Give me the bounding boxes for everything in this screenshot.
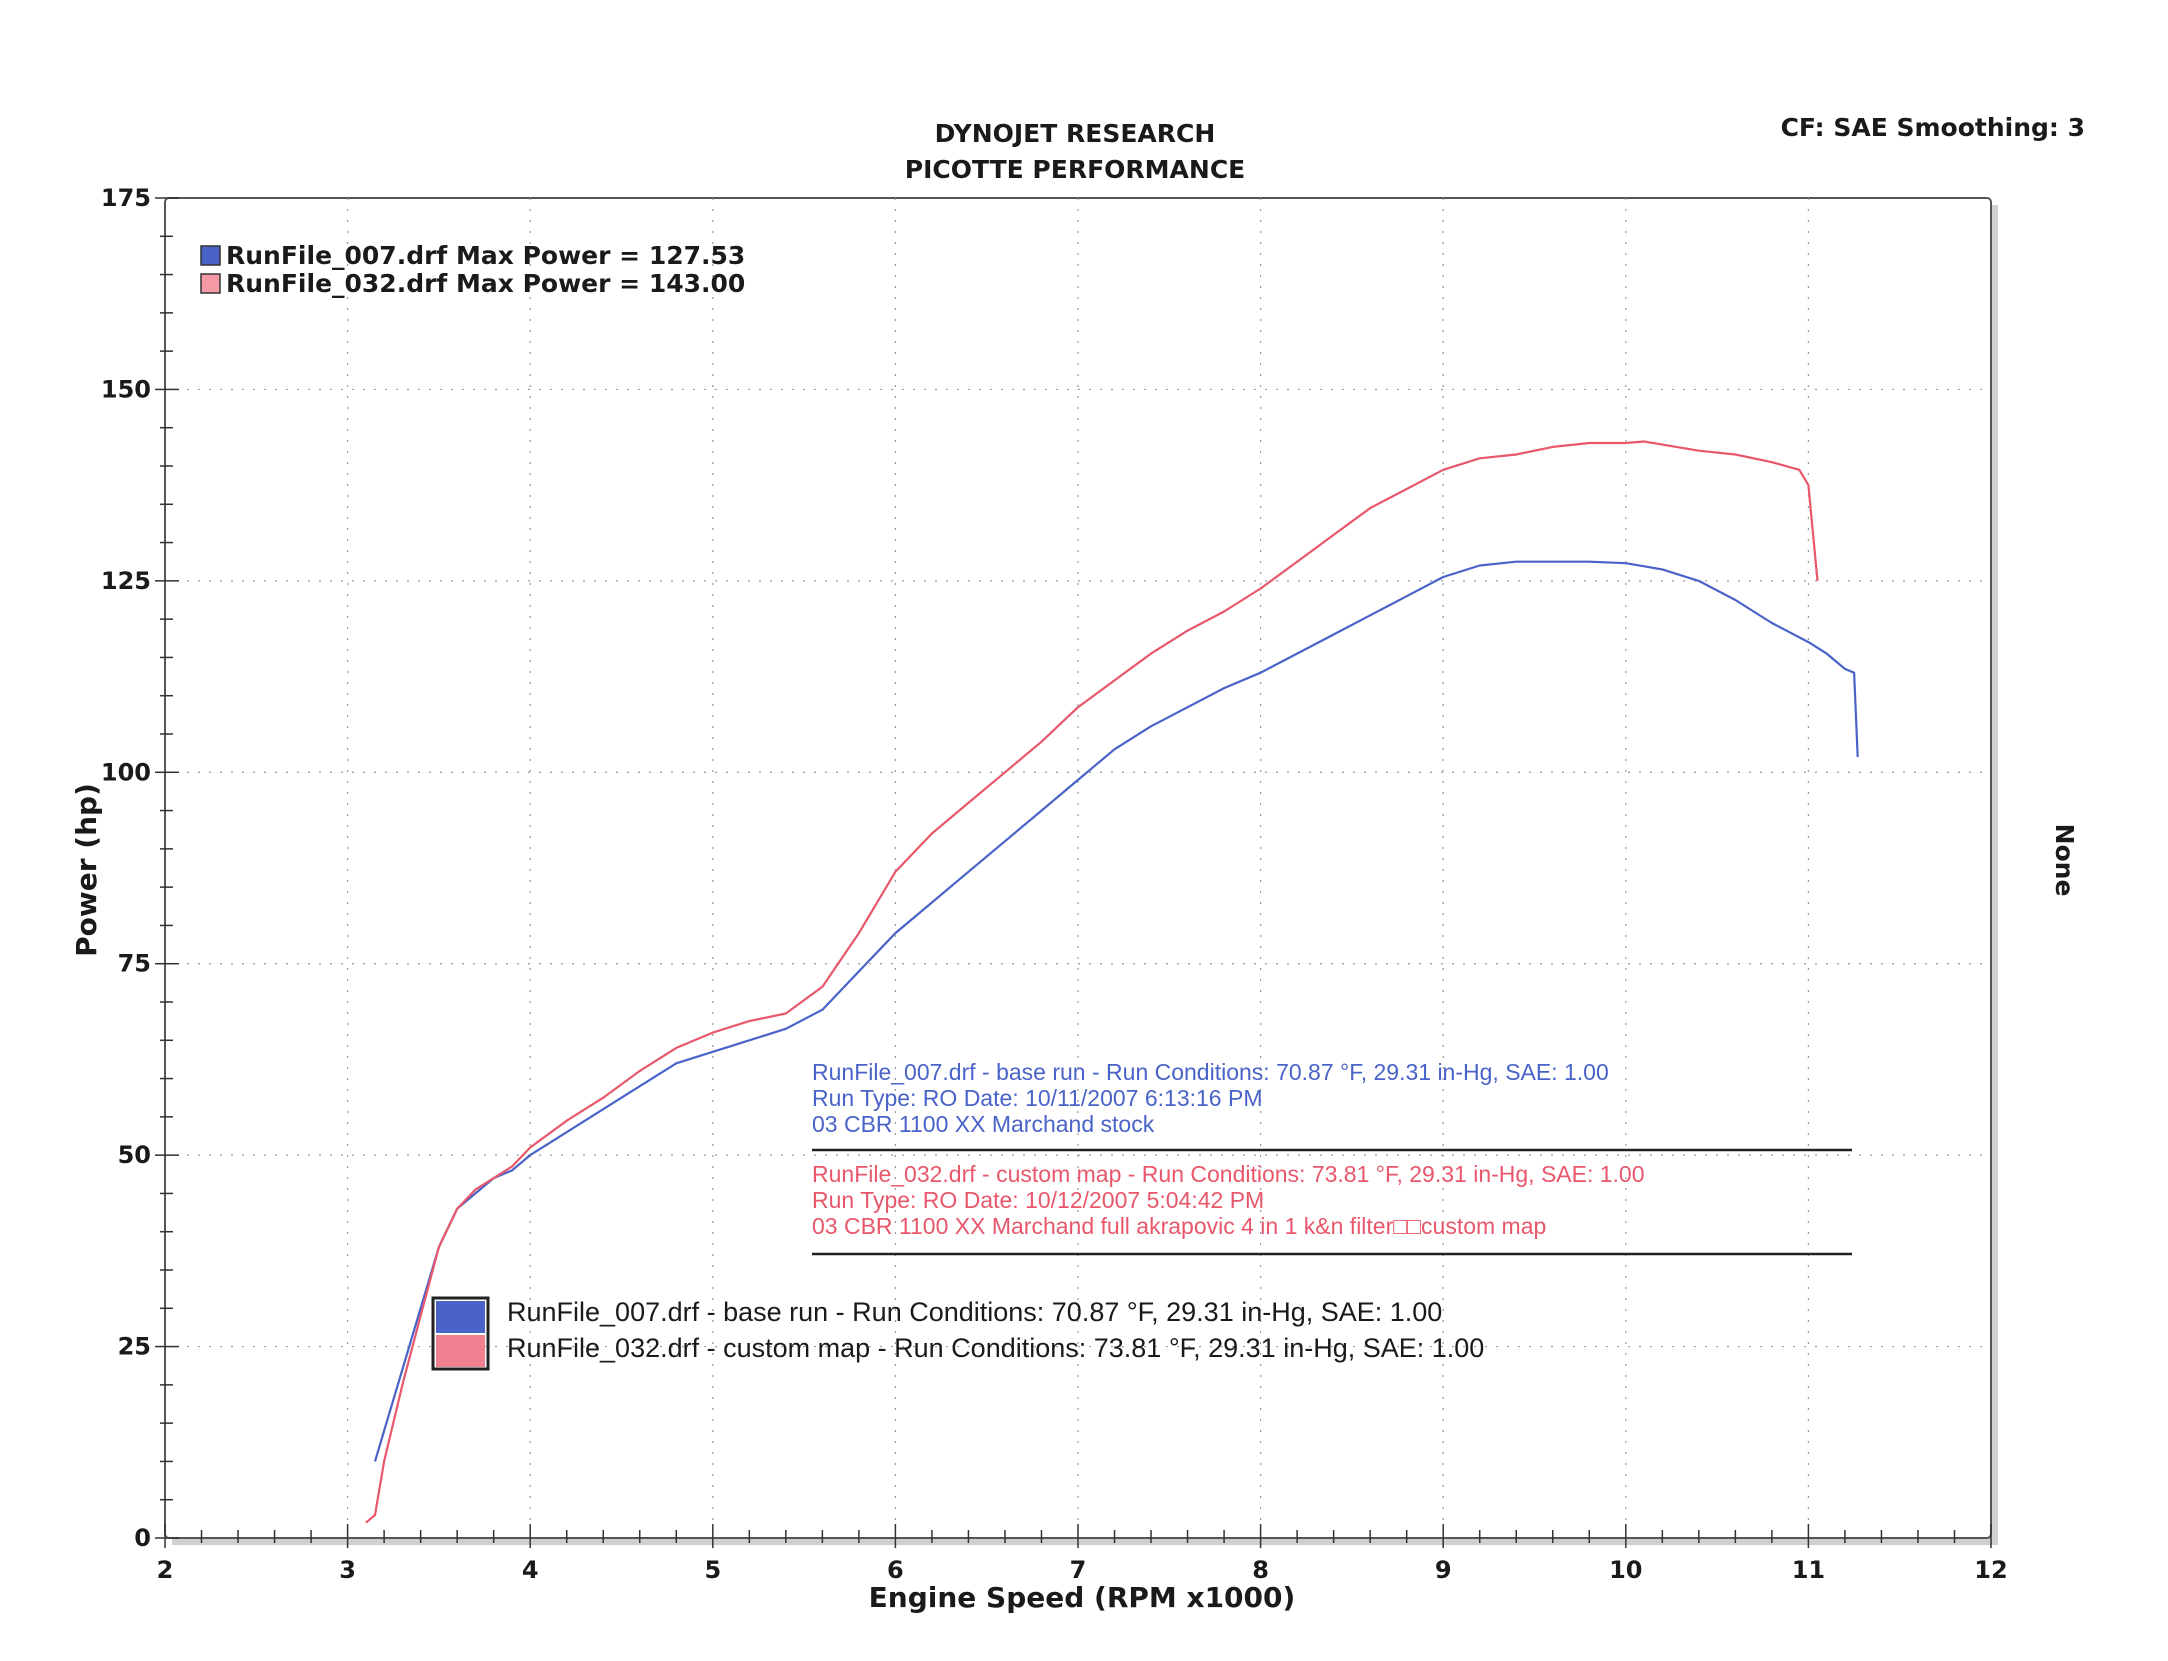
x-tick-label-4: 4: [522, 1556, 539, 1584]
x-tick-label-11: 11: [1792, 1556, 1825, 1584]
y-tick-labels: 0 25 50 75 100 125 150 175: [101, 184, 151, 1552]
bottom-legend-entry-007: RunFile_007.drf - base run - Run Conditi…: [507, 1297, 1442, 1327]
x-tick-label-7: 7: [1070, 1556, 1087, 1584]
grid: [165, 198, 1991, 1538]
y-tick-label-150: 150: [101, 375, 151, 403]
x-tick-label-6: 6: [887, 1556, 904, 1584]
info-007-line2: Run Type: RO Date: 10/11/2007 6:13:16 PM: [812, 1085, 1263, 1111]
x-tick-label-3: 3: [339, 1556, 356, 1584]
bottom-legend: RunFile_007.drf - base run - Run Conditi…: [431, 1296, 1484, 1371]
y-tick-label-25: 25: [118, 1333, 151, 1361]
run-info-block: RunFile_007.drf - base run - Run Conditi…: [812, 1059, 1852, 1256]
series-line-runfile-007-drf: [373, 560, 1859, 1462]
info-032-line2: Run Type: RO Date: 10/12/2007 5:04:42 PM: [812, 1187, 1264, 1213]
y-tick-label-50: 50: [118, 1141, 151, 1169]
legend-swatch-032: [200, 273, 221, 294]
x-tick-label-8: 8: [1252, 1556, 1269, 1584]
legend-entry-007: RunFile_007.drf Max Power = 127.53: [226, 241, 745, 270]
info-032-line3: 03 CBR 1100 XX Marchand full akrapovic 4…: [812, 1213, 1546, 1239]
bottom-legend-entry-032: RunFile_032.drf - custom map - Run Condi…: [507, 1333, 1484, 1363]
legend-entry-032: RunFile_032.drf Max Power = 143.00: [226, 269, 745, 298]
bottom-legend-swatch-032: [436, 1335, 485, 1367]
legend-swatch-007: [200, 245, 221, 266]
x-tick-label-2: 2: [157, 1556, 174, 1584]
info-007-line3: 03 CBR 1100 XX Marchand stock: [812, 1111, 1155, 1137]
x-tick-label-10: 10: [1609, 1556, 1642, 1584]
info-032-line1: RunFile_032.drf - custom map - Run Condi…: [812, 1161, 1645, 1187]
info-007-line1: RunFile_007.drf - base run - Run Conditi…: [812, 1059, 1609, 1085]
bottom-legend-swatch-007: [436, 1301, 485, 1333]
axis-ticks: [155, 197, 1992, 1548]
right-axis-label: None: [2050, 824, 2079, 897]
x-tick-label-12: 12: [1974, 1556, 2007, 1584]
y-axis-label: Power (hp): [70, 783, 103, 957]
y-tick-label-0: 0: [134, 1524, 151, 1552]
top-legend: RunFile_007.drf Max Power = 127.53 RunFi…: [200, 241, 745, 298]
x-tick-label-9: 9: [1435, 1556, 1452, 1584]
series-lines: [365, 440, 1859, 1524]
y-tick-label-100: 100: [101, 758, 151, 786]
bottom-legend-frame: [431, 1296, 490, 1371]
series-line-runfile-032-drf: [365, 440, 1819, 1524]
x-tick-labels: 2 3 4 5 6 7 8 9 10 11 12: [157, 1556, 2008, 1584]
correction-factor-label: CF: SAE Smoothing: 3: [1781, 113, 2085, 142]
y-tick-label-75: 75: [118, 950, 151, 978]
x-axis-label: Engine Speed (RPM x1000): [869, 1581, 1296, 1614]
x-tick-label-5: 5: [704, 1556, 721, 1584]
chart-title-line2: PICOTTE PERFORMANCE: [905, 155, 1246, 184]
y-tick-label-125: 125: [101, 567, 151, 595]
chart-title-line1: DYNOJET RESEARCH: [935, 119, 1216, 148]
y-tick-label-175: 175: [101, 184, 151, 212]
